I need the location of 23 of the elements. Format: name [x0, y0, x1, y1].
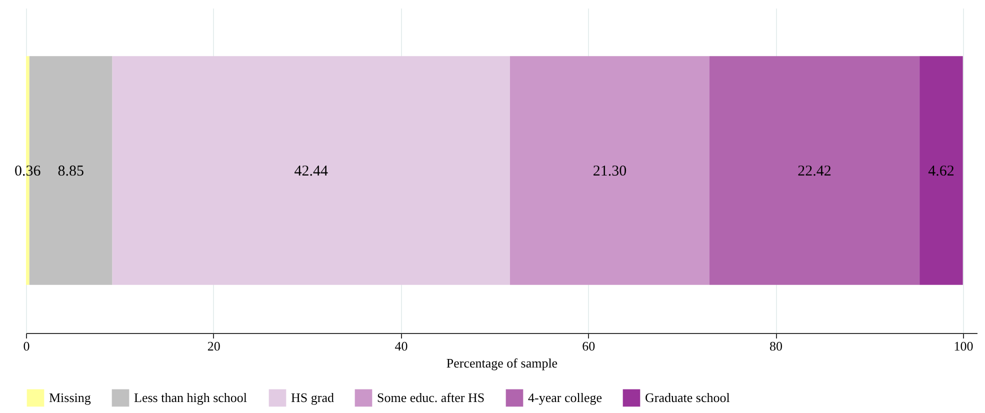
legend-label: HS grad — [291, 390, 334, 405]
legend-label: Less than high school — [134, 390, 248, 405]
x-tick-label: 40 — [394, 338, 408, 354]
data-label: 0.36 — [14, 164, 42, 180]
bar — [920, 56, 963, 285]
bar — [112, 56, 510, 285]
x-tick-label: 20 — [207, 338, 220, 354]
legend-label: Missing — [49, 390, 92, 405]
bar — [710, 56, 920, 285]
data-label: 4.62 — [928, 164, 954, 180]
legend-label: Some educ. after HS — [377, 390, 485, 405]
data-label: 21.30 — [592, 164, 627, 180]
x-tick-label: 60 — [582, 338, 596, 354]
data-label: 22.42 — [798, 164, 832, 180]
legend-label: 4-year college — [528, 390, 602, 405]
x-tick-label: 0 — [23, 338, 30, 354]
data-label: 8.85 — [58, 164, 84, 180]
x-axis-title: Percentage of sample — [446, 356, 558, 370]
legend-label: Graduate school — [645, 390, 730, 405]
x-tick-label: 100 — [954, 338, 974, 354]
bar — [510, 56, 710, 285]
x-tick-label: 80 — [770, 338, 783, 354]
data-label: 42.44 — [294, 164, 328, 180]
